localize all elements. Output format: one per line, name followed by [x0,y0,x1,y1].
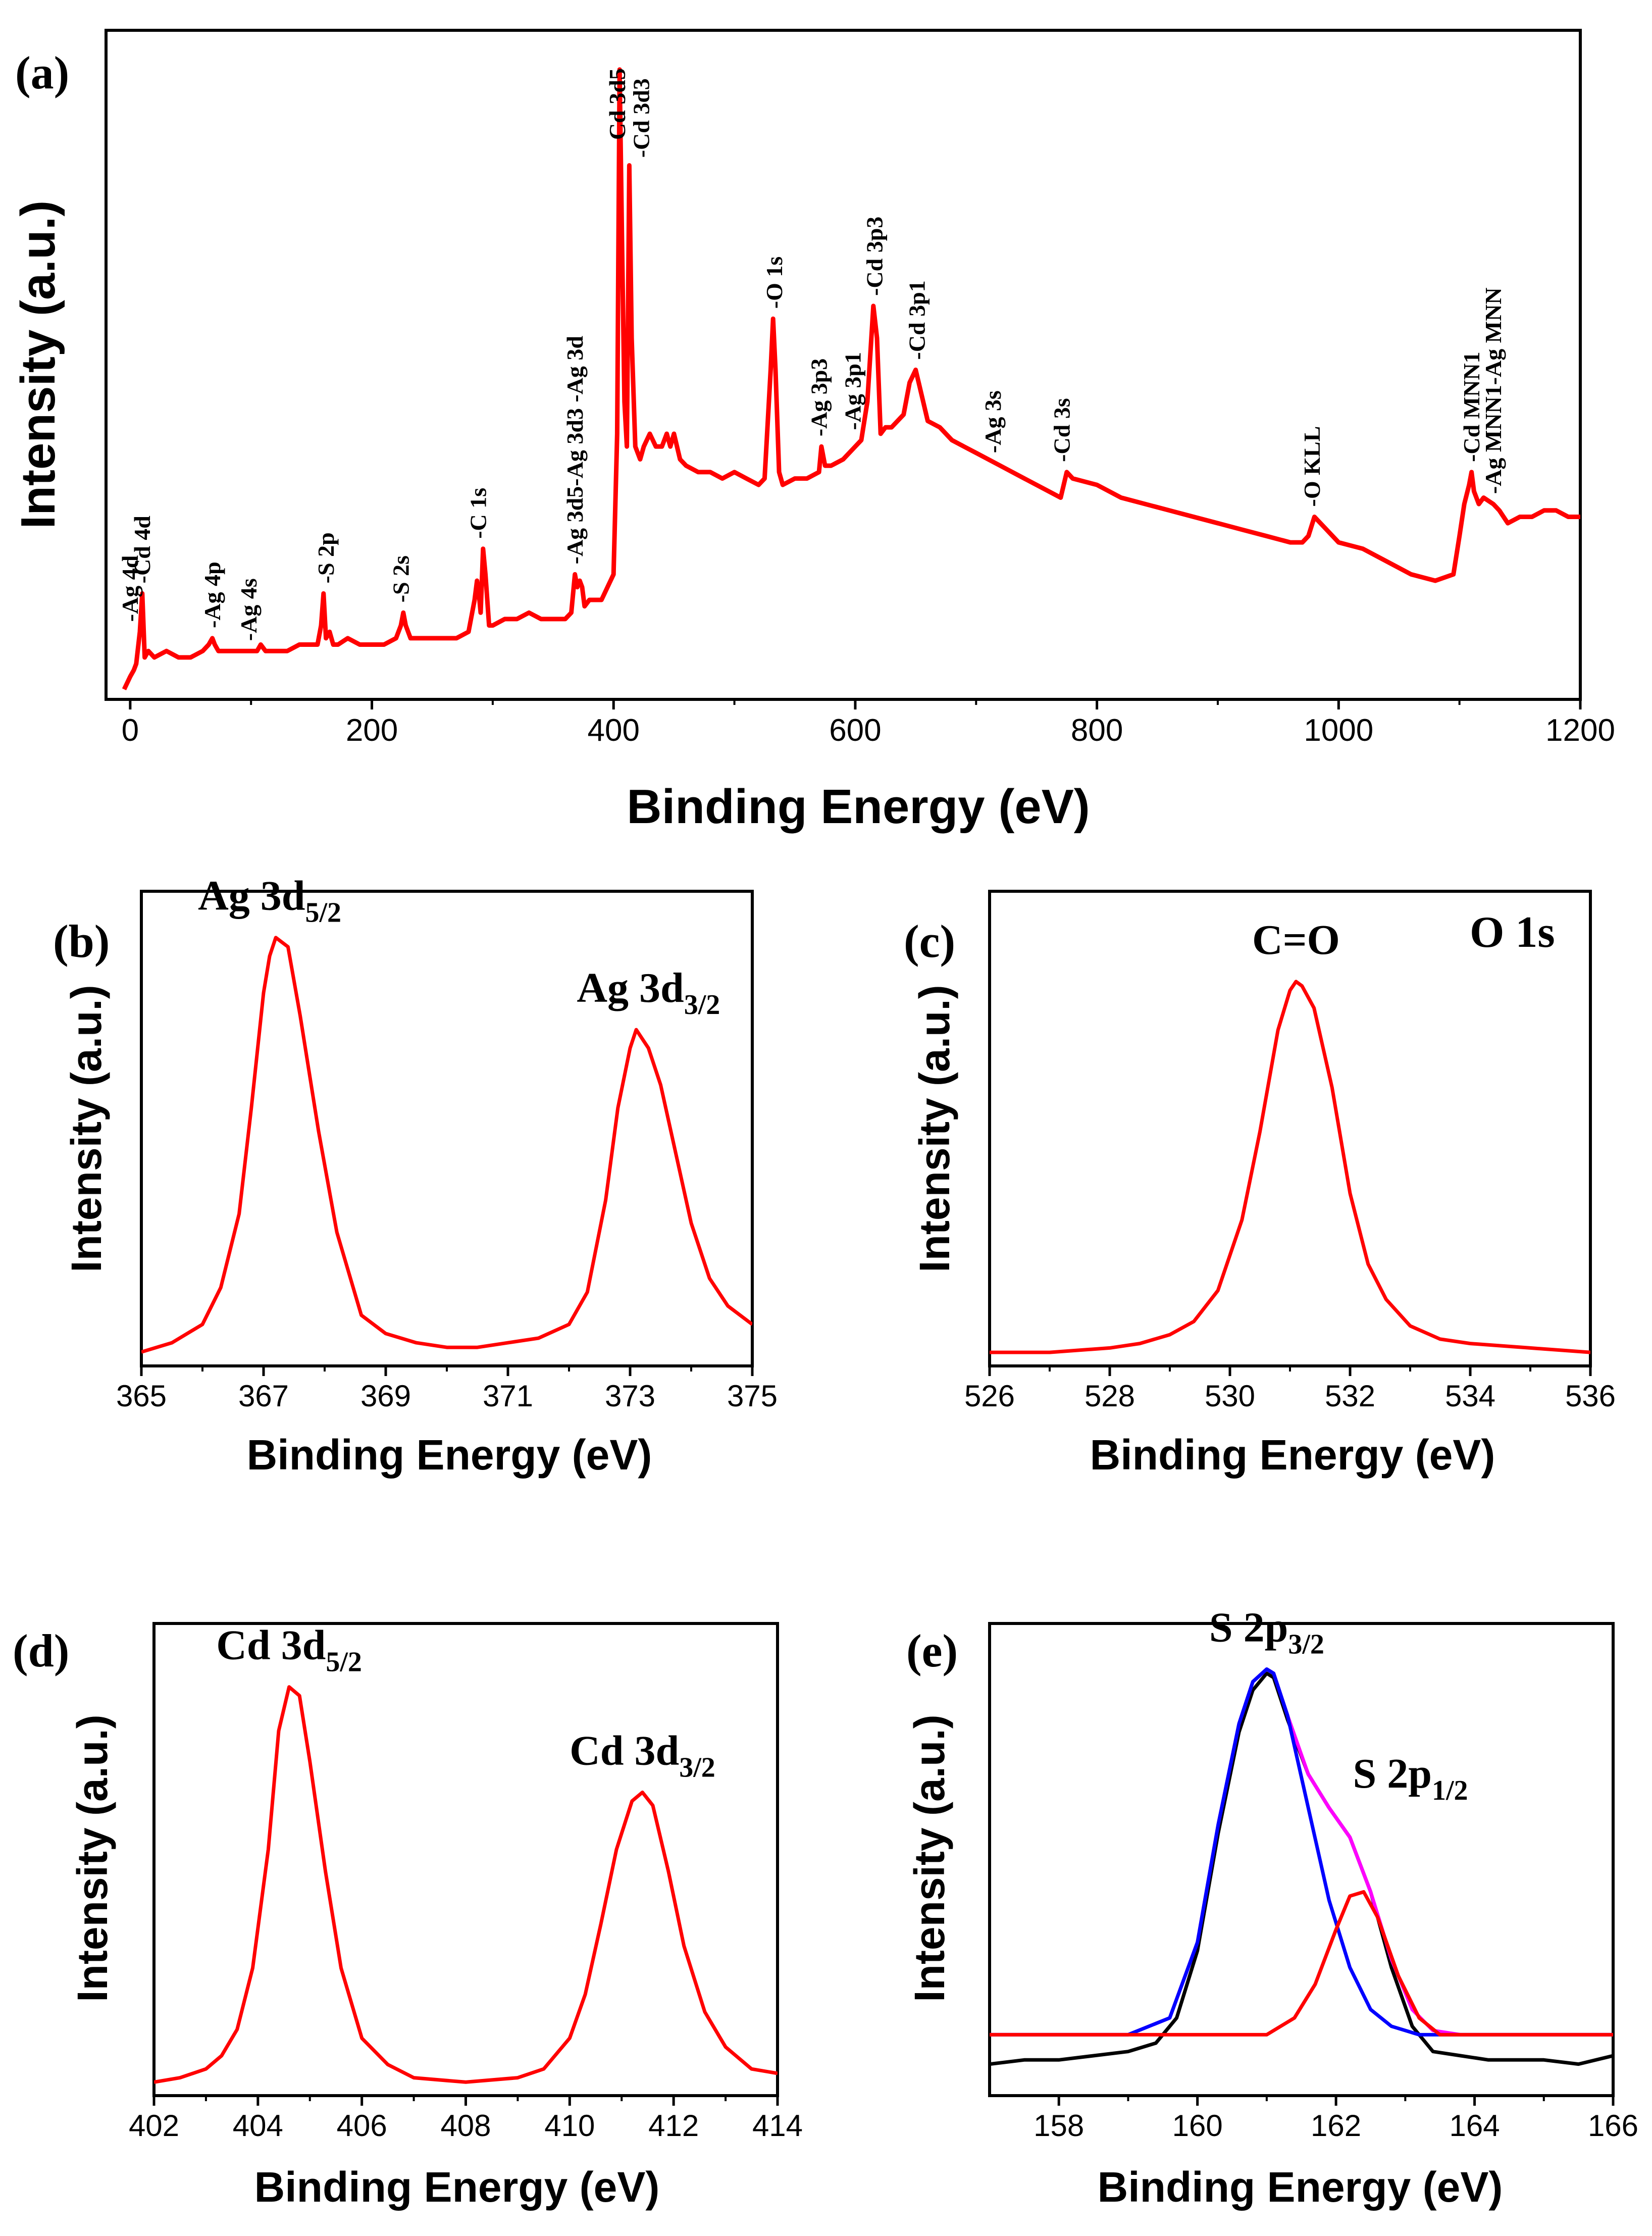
x-tick-label: 371 [483,1379,533,1413]
series-line-o-1s [990,980,1590,1354]
panel-c: 526 528 530 532 534 536 Binding Energy (eV) Int… [904,890,1616,1479]
x-tick-label: 402 [129,2109,179,2143]
x-tick-label: 375 [727,1379,778,1413]
panel-title: O 1s [1470,908,1555,957]
x-tick-label: 160 [1172,2109,1223,2143]
x-tick-label: 410 [544,2109,595,2143]
x-tick-label: 800 [1071,713,1123,748]
peak-annotation: -O KLL [1299,426,1325,507]
x-axis-title: Binding Energy (eV) [1098,2163,1503,2211]
plot-frame [988,1622,1615,2097]
peak-annotation: -Ag 3d5-Ag 3d3 -Ag 3d [562,336,588,565]
y-axis-title: Intensity (a.u.) [69,1714,116,2002]
x-tick-label: 526 [964,1379,1015,1413]
series-line-s-2p1-2 [990,1890,1613,2037]
x-tick-label: 0 [122,713,139,748]
x-tick-label: 369 [360,1379,411,1413]
peak-annotation: -Ag 4d [117,555,143,622]
peak-label: Cd 3d3/2 [570,1727,715,1783]
peak-annotation: -Ag 4p [199,562,225,628]
peak-label: Ag 3d5/2 [198,873,341,929]
x-tick-label: 164 [1450,2109,1500,2143]
panel-label: (c) [904,916,955,967]
x-tick-label: 367 [238,1379,289,1413]
x-tick-label: 528 [1085,1379,1135,1413]
x-tick-label: 408 [440,2109,491,2143]
x-axis-title: Binding Energy (eV) [254,2163,660,2211]
series-line-survey [122,67,1580,691]
peak-annotation: -Ag MNN1-Ag MNN [1480,287,1506,494]
peak-label: C=O [1252,917,1340,963]
panel-d: 402 404 406 408 410 412 414 Binding Energy (eV)… [13,1622,803,2211]
x-tick-label: 162 [1311,2109,1361,2143]
panel-label: (a) [15,47,69,98]
plot-frame [105,29,1582,701]
peak-annotation: -C 1s [466,488,491,539]
peak-annotation: -Cd 3d3 [629,78,654,158]
peak-annotation: -Cd 3s [1049,398,1075,462]
panel-b: 365 367 369 371 373 375 Binding Energy (eV) Int… [53,873,778,1479]
series-line-cd-3d [154,1685,778,2084]
y-axis-title: Intensity (a.u.) [906,1714,953,2002]
x-tick-label: 1000 [1304,713,1373,748]
x-tick-label: 536 [1565,1379,1616,1413]
series-line-ag-3d [141,936,752,1354]
y-axis-title: Intensity (a.u.) [63,985,110,1272]
x-tick-label: 600 [829,713,881,748]
x-axis-title: Binding Energy (eV) [1090,1431,1495,1479]
peak-annotation: -Cd MNN1 [1459,351,1484,462]
panel-label: (e) [906,1625,958,1676]
x-tick-label: 1200 [1545,713,1615,748]
peak-annotation: Cd 3d5 [604,68,630,140]
x-tick-label: 200 [346,713,398,748]
x-tick-label: 373 [605,1379,655,1413]
x-tick-label: 400 [588,713,640,748]
x-axis-title: Binding Energy (eV) [627,780,1090,834]
x-tick-label: 414 [752,2109,803,2143]
peak-annotation: -O 1s [761,257,787,309]
x-tick-label: 158 [1034,2109,1084,2143]
peak-annotation: -S 2s [388,555,414,602]
peak-label: Ag 3d3/2 [577,964,720,1021]
x-tick-label: 412 [648,2109,699,2143]
x-tick-label: 365 [116,1379,167,1413]
peak-annotation: -Ag 3p1 [840,352,865,430]
peak-annotation: -Ag 3p3 [806,359,832,437]
x-tick-label: 166 [1588,2109,1638,2143]
x-tick-label: 534 [1445,1379,1495,1413]
peak-annotation: -Cd 3p1 [904,280,930,360]
x-tick-label: 532 [1325,1379,1375,1413]
x-tick-label: 404 [233,2109,283,2143]
peak-annotation: -Cd 4d [129,516,155,584]
peak-annotation: -Cd 3p3 [862,217,888,296]
y-axis-title: Intensity (a.u.) [911,985,958,1272]
panel-e: 158 160 162 164 166 Binding Energy (eV) Intens… [906,1604,1638,2211]
series-line-s-2p3-2 [990,1667,1613,2037]
x-tick-label: 530 [1205,1379,1255,1413]
peak-annotation: -S 2p [313,532,339,583]
peak-annotation: -Ag 4s [236,578,262,641]
x-tick-label: 406 [337,2109,387,2143]
y-axis-title: Intensity (a.u.) [11,200,65,529]
peak-annotation: -Ag 3s [980,390,1006,453]
panel-label: (d) [13,1625,69,1676]
x-axis-title: Binding Energy (eV) [247,1431,652,1479]
peak-label: Cd 3d5/2 [216,1622,362,1678]
peak-label: S 2p3/2 [1209,1604,1324,1660]
panel-a: 0 200 400 600 800 1000 1200 Binding Energy (eV)… [11,29,1615,834]
panel-label: (b) [53,916,110,967]
peak-label: S 2p1/2 [1353,1750,1468,1806]
